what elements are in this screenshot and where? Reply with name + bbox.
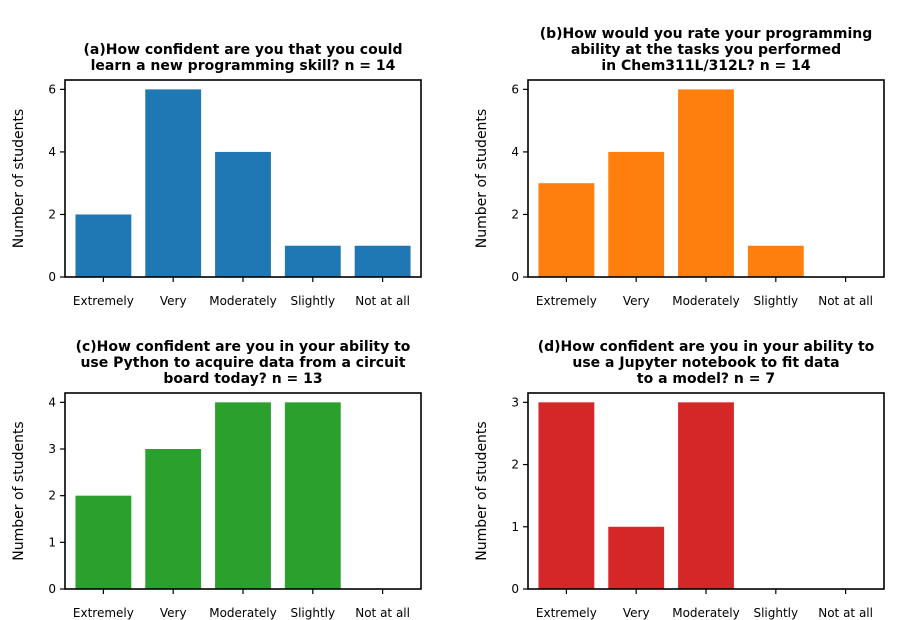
bar-very [608,151,665,277]
chart-title-line: to a model? n = 7 [637,371,775,387]
chart-panel-0: (a)How confident are you that you couldl… [11,42,422,308]
bar-very [608,526,665,589]
chart-panel-1: (b)How would you rate your programmingab… [474,26,885,308]
bar-moderately [215,151,271,277]
y-tick-label: 6 [511,82,519,96]
x-tick-label: Very [160,606,187,620]
x-tick-label: Not at all [355,294,410,308]
chart-title-line: (d)How confident are you in your ability… [538,339,875,355]
x-tick-label: Very [623,294,650,308]
chart-title-line: (c)How confident are you in your ability… [76,339,411,355]
y-axis-label: Number of students [11,421,27,560]
x-tick-label: Slightly [290,606,335,620]
chart-title-line: in Chem311L/312L? n = 14 [601,58,811,74]
y-tick-label: 3 [511,395,519,409]
bar-extremely [75,495,132,589]
chart-title-line: (a)How confident are you that you could [84,42,403,58]
x-tick-label: Very [160,294,187,308]
bar-extremely [538,402,595,589]
y-tick-label: 2 [511,458,519,472]
x-tick-label: Slightly [753,606,798,620]
bar-very [145,89,202,277]
y-tick-label: 1 [511,520,519,534]
y-axis-label: Number of students [474,109,490,248]
y-tick-label: 2 [511,207,519,221]
chart-title-line: use Python to acquire data from a circui… [80,355,405,371]
bar-extremely [75,214,132,277]
x-tick-label: Extremely [73,606,134,620]
x-tick-label: Very [623,606,650,620]
chart-title-line: learn a new programming skill? n = 14 [91,58,396,74]
chart-title-line: use a Jupyter notebook to fit data [572,355,839,371]
bar-not-at-all [354,245,411,277]
y-tick-label: 0 [48,582,56,596]
chart-title-line: board today? n = 13 [163,371,322,387]
bar-slightly [284,402,341,589]
x-tick-label: Extremely [73,294,134,308]
y-tick-label: 4 [511,145,519,159]
x-tick-label: Extremely [536,606,597,620]
x-tick-label: Moderately [209,606,277,620]
y-axis-label: Number of students [474,421,490,560]
bar-slightly [284,245,341,277]
y-tick-label: 6 [48,82,56,96]
x-tick-label: Extremely [536,294,597,308]
bar-moderately [678,402,734,589]
x-tick-label: Moderately [672,606,740,620]
y-tick-label: 0 [511,270,519,284]
chart-panel-3: (d)How confident are you in your ability… [474,339,885,620]
chart-title-line: (b)How would you rate your programming [540,26,873,42]
x-tick-label: Moderately [672,294,740,308]
bar-moderately [215,402,271,589]
bar-slightly [747,245,804,277]
x-tick-label: Not at all [818,606,873,620]
y-tick-label: 2 [48,207,56,221]
x-tick-label: Slightly [753,294,798,308]
x-tick-label: Slightly [290,294,335,308]
x-tick-label: Moderately [209,294,277,308]
y-tick-label: 0 [511,582,519,596]
y-axis-label: Number of students [11,109,27,248]
y-tick-label: 0 [48,270,56,284]
y-tick-label: 4 [48,395,56,409]
bar-moderately [678,89,734,277]
x-tick-label: Not at all [818,294,873,308]
y-tick-label: 3 [48,442,56,456]
bar-very [145,449,202,589]
y-tick-label: 2 [48,489,56,503]
chart-title-line: ability at the tasks you performed [571,42,841,58]
chart-panel-2: (c)How confident are you in your ability… [11,339,422,620]
x-tick-label: Not at all [355,606,410,620]
y-tick-label: 4 [48,145,56,159]
bar-extremely [538,183,595,277]
y-tick-label: 1 [48,535,56,549]
